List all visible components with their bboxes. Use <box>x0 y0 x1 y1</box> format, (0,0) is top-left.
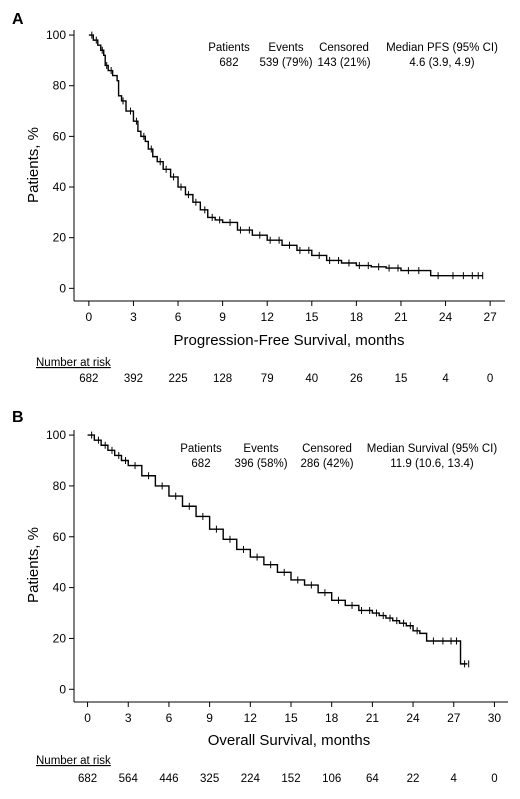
x-tick-label: 15 <box>305 310 319 324</box>
panel-b-stat-events: 396 (58%) <box>234 458 287 470</box>
panel-b-stat-patients: 682 <box>191 458 210 470</box>
risk-value: 128 <box>213 373 232 385</box>
panel-a-survival-curve <box>88 34 483 277</box>
risk-value: 0 <box>491 773 497 785</box>
panel-b-censor-marks <box>91 431 470 668</box>
x-tick-label: 27 <box>447 711 461 725</box>
x-tick-label: 0 <box>86 310 93 324</box>
risk-value: 64 <box>366 773 379 785</box>
risk-value: 564 <box>119 773 139 785</box>
panel-a-stat-header-events: Events <box>268 42 303 54</box>
risk-value: 26 <box>350 373 363 385</box>
y-tick-label: 100 <box>46 428 66 442</box>
risk-value: 40 <box>305 373 318 385</box>
x-tick-label: 18 <box>350 310 364 324</box>
risk-value: 152 <box>281 773 300 785</box>
x-tick-label: 12 <box>261 310 275 324</box>
panel-b-stat-header-events: Events <box>243 443 278 455</box>
y-tick-label: 20 <box>53 231 67 245</box>
x-tick-label: 24 <box>439 310 453 324</box>
risk-value: 15 <box>395 373 408 385</box>
x-tick-label: 9 <box>206 711 213 725</box>
panel-b-stat-header-patients: Patients <box>180 443 222 455</box>
panel-a-censor-marks <box>91 31 484 280</box>
panel-b-risk-title: Number at risk <box>36 755 111 767</box>
x-tick-label: 3 <box>125 711 132 725</box>
risk-value: 106 <box>322 773 341 785</box>
panel-a-y-ticks: 0 20 40 60 80 100 <box>46 28 74 295</box>
panel-b-x-label: Overall Survival, months <box>208 732 371 749</box>
panel-b-stat-censored: 286 (42%) <box>300 458 353 470</box>
panel-b-stat-header-median: Median Survival (95% CI) <box>367 443 498 455</box>
panel-b-y-ticks: 0 20 40 60 80 100 <box>46 428 74 696</box>
risk-value: 4 <box>442 373 449 385</box>
x-tick-label: 30 <box>488 711 502 725</box>
x-tick-label: 6 <box>166 711 173 725</box>
x-tick-label: 12 <box>244 711 258 725</box>
panel-a-risk-values: 682 392 225 128 79 40 26 15 4 0 <box>79 373 493 385</box>
y-tick-label: 40 <box>53 180 67 194</box>
risk-value: 682 <box>78 773 97 785</box>
risk-value: 0 <box>487 373 493 385</box>
risk-value: 224 <box>241 773 261 785</box>
risk-value: 682 <box>79 373 98 385</box>
panel-a-stats: Patients Events Censored Median PFS (95%… <box>208 42 498 69</box>
panel-a-stat-header-median: Median PFS (95% CI) <box>386 42 498 54</box>
y-tick-label: 60 <box>53 129 67 143</box>
x-tick-label: 6 <box>175 310 182 324</box>
risk-value: 325 <box>200 773 219 785</box>
panel-letter-b: B <box>12 409 24 426</box>
panel-a-risk-title: Number at risk <box>36 357 111 369</box>
panel-b-y-label: Patients, % <box>25 527 42 603</box>
x-tick-label: 9 <box>219 310 226 324</box>
y-tick-label: 40 <box>53 581 67 595</box>
y-tick-label: 0 <box>59 682 66 696</box>
y-tick-label: 100 <box>46 28 66 42</box>
x-tick-label: 27 <box>483 310 497 324</box>
y-tick-label: 80 <box>53 79 67 93</box>
x-tick-label: 18 <box>325 711 339 725</box>
y-tick-label: 20 <box>53 631 67 645</box>
panel-b-risk-values: 682 564 446 325 224 152 106 64 22 4 0 <box>78 773 498 785</box>
x-tick-label: 3 <box>130 310 137 324</box>
risk-value: 446 <box>159 773 178 785</box>
y-tick-label: 0 <box>59 281 66 295</box>
panel-b-stat-header-censored: Censored <box>302 443 352 455</box>
panel-b-x-ticks: 0 3 6 9 12 15 18 21 24 27 30 <box>84 702 501 725</box>
panel-a-stat-header-patients: Patients <box>208 42 250 54</box>
risk-value: 392 <box>124 373 143 385</box>
panel-a-stat-censored: 143 (21%) <box>317 57 370 69</box>
panel-b-stats: Patients Events Censored Median Survival… <box>180 443 497 470</box>
x-tick-label: 24 <box>406 711 420 725</box>
panel-b-stat-median: 11.9 (10.6, 13.4) <box>390 458 474 470</box>
risk-value: 225 <box>168 373 187 385</box>
risk-value: 4 <box>451 773 458 785</box>
panel-a-stat-median: 4.6 (3.9, 4.9) <box>409 57 474 69</box>
x-tick-label: 21 <box>366 711 380 725</box>
panel-a-stat-header-censored: Censored <box>319 42 369 54</box>
panel-letter-a: A <box>12 11 24 28</box>
panel-a-y-label: Patients, % <box>25 127 42 203</box>
y-tick-label: 60 <box>53 530 67 544</box>
y-tick-label: 80 <box>53 479 67 493</box>
panel-a-stat-events: 539 (79%) <box>259 57 312 69</box>
panel-a-stat-patients: 682 <box>219 57 238 69</box>
x-tick-label: 15 <box>284 711 298 725</box>
panel-a-x-label: Progression-Free Survival, months <box>174 332 405 349</box>
x-tick-label: 0 <box>84 711 91 725</box>
risk-value: 22 <box>407 773 420 785</box>
panel-a-x-ticks: 0 3 6 9 12 15 18 21 24 27 <box>86 301 497 324</box>
risk-value: 79 <box>261 373 274 385</box>
x-tick-label: 21 <box>394 310 408 324</box>
